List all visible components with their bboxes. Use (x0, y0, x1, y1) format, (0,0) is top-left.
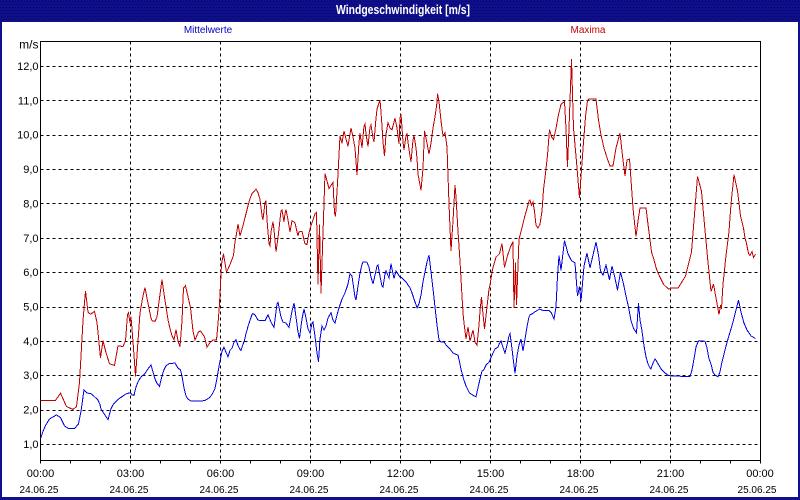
svg-text:12:00: 12:00 (387, 468, 415, 480)
svg-text:4,0: 4,0 (23, 336, 38, 348)
svg-text:18:00: 18:00 (567, 468, 595, 480)
svg-text:24.06.25: 24.06.25 (380, 485, 419, 496)
svg-text:25.06.25: 25.06.25 (738, 485, 777, 496)
svg-text:24.06.25: 24.06.25 (20, 485, 59, 496)
svg-text:Maxima: Maxima (570, 25, 605, 36)
svg-text:12,0: 12,0 (17, 61, 38, 73)
svg-text:24.06.25: 24.06.25 (200, 485, 239, 496)
svg-text:1,0: 1,0 (23, 439, 38, 451)
svg-text:9,0: 9,0 (23, 164, 38, 176)
svg-text:3,0: 3,0 (23, 370, 38, 382)
svg-text:10,0: 10,0 (17, 130, 38, 142)
svg-text:Windgeschwindigkeit [m/s]: Windgeschwindigkeit [m/s] (336, 3, 470, 17)
svg-text:7,0: 7,0 (23, 233, 38, 245)
svg-text:11,0: 11,0 (18, 95, 39, 107)
svg-text:21:00: 21:00 (657, 468, 685, 480)
svg-text:24.06.25: 24.06.25 (560, 485, 599, 496)
svg-text:5,0: 5,0 (23, 302, 38, 314)
svg-text:09:00: 09:00 (297, 468, 325, 480)
svg-text:24.06.25: 24.06.25 (650, 485, 689, 496)
svg-text:00:00: 00:00 (27, 468, 55, 480)
svg-text:06:00: 06:00 (207, 468, 235, 480)
svg-text:00:00: 00:00 (746, 468, 774, 480)
svg-text:8,0: 8,0 (23, 198, 38, 210)
svg-text:03:00: 03:00 (117, 468, 145, 480)
svg-text:24.06.25: 24.06.25 (470, 485, 509, 496)
svg-text:Mittelwerte: Mittelwerte (184, 25, 233, 36)
svg-text:24.06.25: 24.06.25 (110, 485, 149, 496)
svg-text:24.06.25: 24.06.25 (290, 485, 329, 496)
svg-text:2,0: 2,0 (23, 405, 38, 417)
svg-text:m/s: m/s (19, 38, 38, 52)
svg-text:15:00: 15:00 (477, 468, 505, 480)
svg-text:6,0: 6,0 (23, 267, 38, 279)
